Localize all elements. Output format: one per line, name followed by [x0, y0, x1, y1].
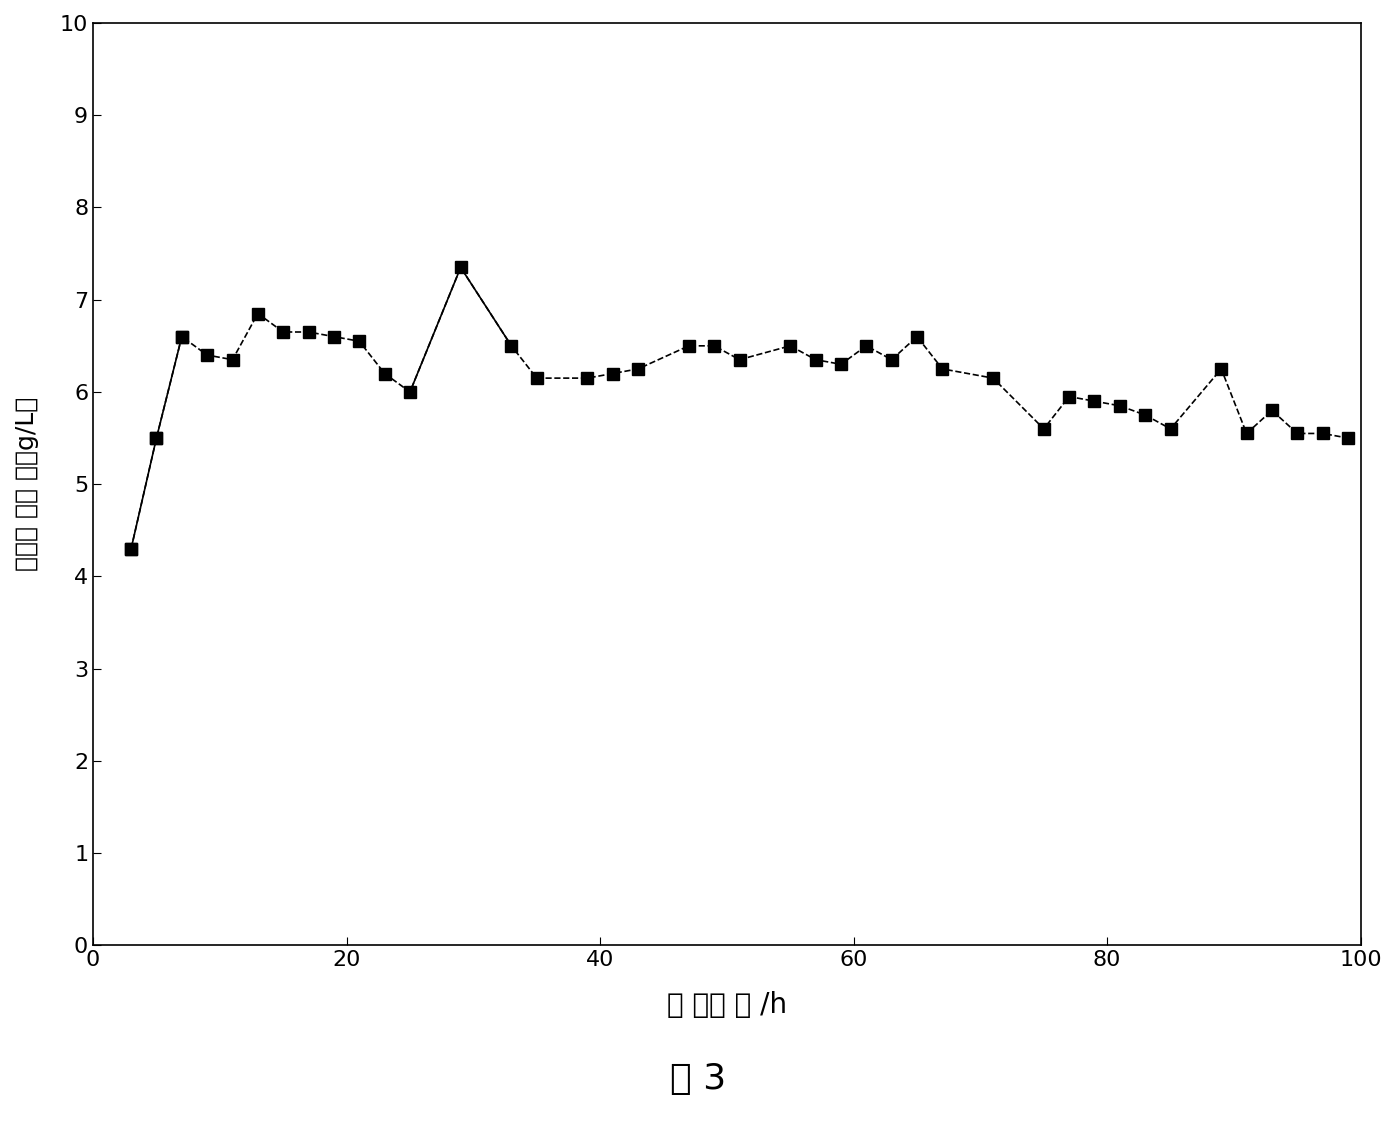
Text: 图 3: 图 3 — [671, 1062, 726, 1096]
X-axis label: 运 转时 间 /h: 运 转时 间 /h — [666, 991, 787, 1019]
Y-axis label: 如化剂 活性 ／（g/L）: 如化剂 活性 ／（g/L） — [15, 397, 39, 571]
